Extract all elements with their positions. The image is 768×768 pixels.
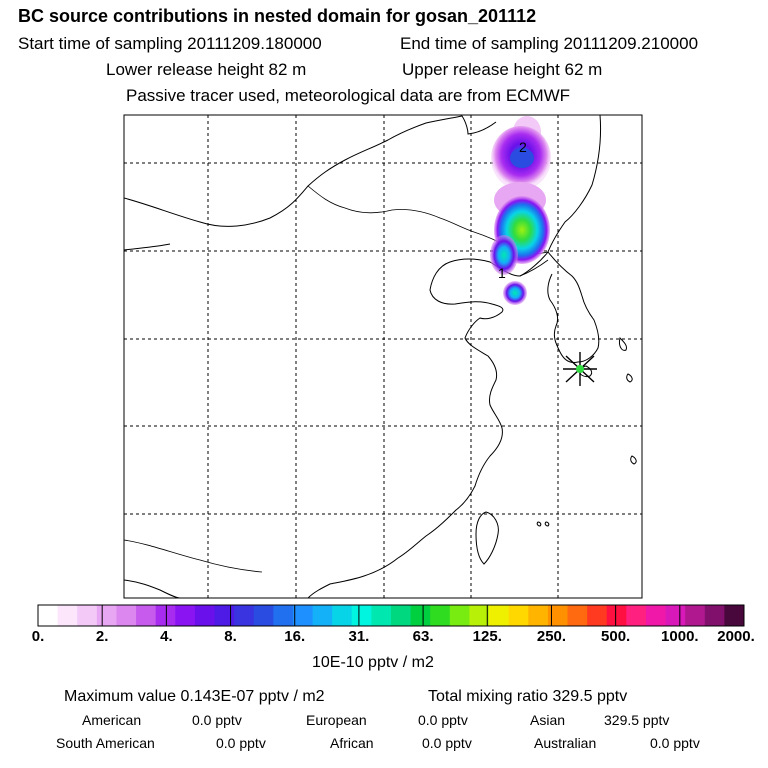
max-value: Maximum value 0.143E-07 pptv / m2 (64, 688, 325, 705)
region-value-american: 0.0 pptv (192, 712, 242, 728)
colorbar-swatch (96, 605, 117, 626)
colorbar-tick-label: 1000. (661, 628, 699, 645)
colorbar-swatch (57, 605, 78, 626)
colorbar-swatch (38, 605, 59, 626)
colorbar-swatch (489, 605, 510, 626)
colorbar-swatch (685, 605, 706, 626)
colorbar (37, 604, 745, 627)
plume-field (490, 116, 551, 305)
map-frame (123, 114, 643, 599)
region-value-asian: 329.5 pptv (604, 712, 670, 728)
plume-labels: 2 1 (498, 139, 527, 281)
colorbar-swatch (351, 605, 372, 626)
colorbar-tick-label: 31. (348, 628, 370, 645)
colorbar-swatch (175, 605, 196, 626)
colorbar-swatch (253, 605, 274, 626)
colorbar-swatch (567, 605, 588, 626)
colorbar-tick-label: 2000. (717, 628, 755, 645)
region-name-australian: Australian (534, 735, 597, 751)
region-name-european: European (306, 712, 367, 728)
total-mixing-ratio: Total mixing ratio 329.5 pptv (428, 688, 628, 705)
colorbar-swatch (528, 605, 549, 626)
colorbar-swatch (449, 605, 470, 626)
colorbar-units: 10E-10 pptv / m2 (312, 654, 434, 671)
colorbar-swatch (332, 605, 353, 626)
region-value-australian: 0.0 pptv (650, 735, 700, 751)
colorbar-swatch (273, 605, 294, 626)
colorbar-swatch (136, 605, 157, 626)
colorbar-tick-label: 125. (472, 628, 502, 645)
region-name-south-american: South American (56, 735, 155, 751)
plume-label-2: 2 (519, 139, 527, 155)
colorbar-tick-label: 500. (601, 628, 631, 645)
colorbar-swatch (155, 605, 176, 626)
colorbar-swatch (547, 605, 568, 626)
tracer-note: Passive tracer used, meteorological data… (126, 86, 571, 105)
colorbar-tick-label: 4. (160, 628, 173, 645)
lat-lon-grid (124, 115, 642, 598)
colorbar-swatch (234, 605, 255, 626)
colorbar-swatch (371, 605, 392, 626)
colorbar-swatch (665, 605, 686, 626)
start-time: Start time of sampling 20111209.180000 (18, 34, 322, 53)
colorbar-swatch (312, 605, 333, 626)
region-name-asian: Asian (530, 712, 566, 728)
end-time: End time of sampling 20111209.210000 (400, 34, 699, 53)
region-value-south-american: 0.0 pptv (216, 735, 266, 751)
colorbar-tick-label: 16. (284, 628, 306, 645)
colorbar-swatch (508, 605, 529, 626)
plot-title: BC source contributions in nested domain… (18, 6, 537, 26)
colorbar-swatch (626, 605, 647, 626)
coastlines (124, 115, 637, 598)
colorbar-swatch (214, 605, 235, 626)
region-name-american: American (82, 712, 142, 728)
colorbar-tick-label: 0. (31, 628, 45, 645)
upper-release-height: Upper release height 62 m (402, 60, 603, 79)
colorbar-tick-label: 250. (536, 628, 567, 645)
colorbar-swatch (469, 605, 490, 626)
colorbar-swatch (704, 605, 725, 626)
colorbar-swatch (391, 605, 412, 626)
colorbar-tick-label: 63. (412, 628, 434, 645)
lower-release-height: Lower release height 82 m (106, 60, 307, 79)
region-value-european: 0.0 pptv (418, 712, 468, 728)
colorbar-swatch (430, 605, 451, 626)
region-name-african: African (330, 735, 374, 751)
colorbar-swatch (724, 605, 745, 626)
colorbar-swatch (194, 605, 215, 626)
colorbar-tick-label: 8. (224, 628, 237, 645)
colorbar-swatch (77, 605, 98, 626)
colorbar-swatch (292, 605, 313, 626)
colorbar-swatch (410, 605, 431, 626)
region-value-african: 0.0 pptv (422, 735, 472, 751)
colorbar-swatch (587, 605, 608, 626)
colorbar-swatch (606, 605, 627, 626)
colorbar-swatch (116, 605, 137, 626)
plume-label-1: 1 (498, 265, 506, 281)
colorbar-tick-label: 2. (95, 628, 109, 645)
colorbar-swatch (645, 605, 666, 626)
asterisk-station-icon (563, 352, 597, 386)
